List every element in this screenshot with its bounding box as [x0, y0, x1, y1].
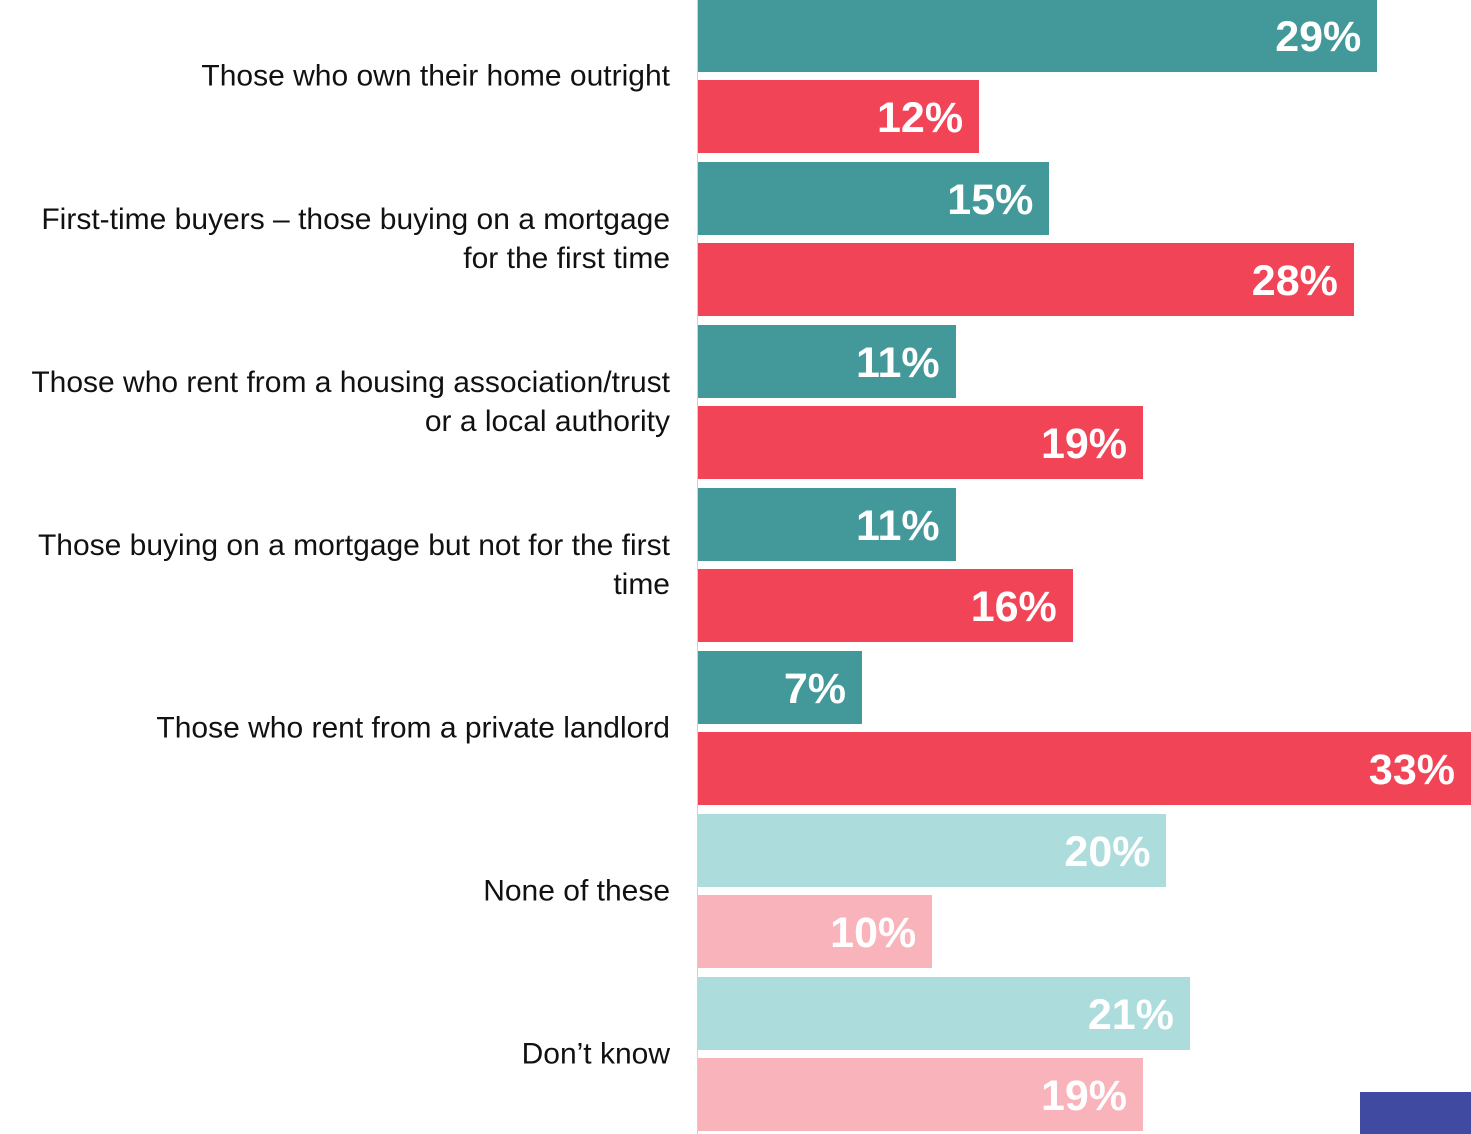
bar: 12%: [698, 80, 980, 153]
category-label: Those who rent from a housing associatio…: [31, 366, 670, 438]
data-label: 16%: [970, 583, 1057, 631]
category-label: Those who rent from a private landlord: [156, 711, 670, 745]
bar: 10%: [698, 895, 933, 968]
category-label: First-time buyers – those buying on a mo…: [41, 203, 670, 275]
category-label: None of these: [483, 874, 670, 908]
data-label: 29%: [1275, 13, 1362, 61]
category-label: Those buying on a mortgage but not for t…: [37, 529, 670, 601]
category-label: Those who own their home outright: [201, 59, 670, 93]
data-label: 21%: [1087, 991, 1174, 1039]
bar: 21%: [698, 977, 1190, 1050]
data-label: 7%: [783, 665, 846, 713]
category-label: Don’t know: [521, 1037, 670, 1071]
data-label: 33%: [1368, 746, 1455, 794]
bar: 29%: [698, 0, 1378, 72]
bar: 20%: [698, 814, 1167, 887]
bar: 28%: [698, 243, 1354, 316]
bar: 11%: [698, 488, 956, 561]
bar: 19%: [698, 1058, 1144, 1131]
data-label: 10%: [830, 909, 917, 957]
bar: 16%: [698, 569, 1073, 642]
data-label: 19%: [1040, 1072, 1128, 1120]
bar: 15%: [698, 162, 1050, 235]
logo: [1360, 1092, 1471, 1134]
data-label: 12%: [877, 94, 964, 142]
data-label: 11%: [855, 339, 940, 387]
data-label: 15%: [947, 176, 1034, 224]
bar: 11%: [698, 325, 956, 398]
bar: 33%: [698, 732, 1471, 805]
data-label: 19%: [1040, 420, 1128, 468]
bar: 19%: [698, 406, 1144, 479]
data-label: 20%: [1064, 828, 1151, 876]
axis-line: [697, 0, 698, 1134]
data-label: 28%: [1251, 257, 1338, 305]
data-label: 11%: [855, 502, 940, 550]
bar: 7%: [698, 651, 862, 724]
